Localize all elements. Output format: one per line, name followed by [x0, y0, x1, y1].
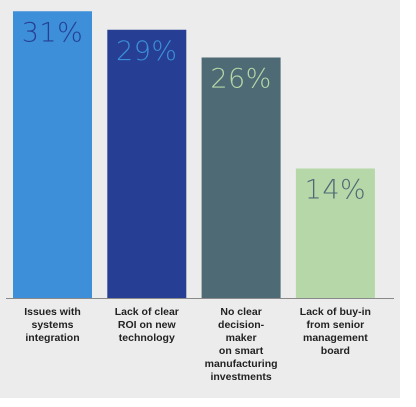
bar: [295, 168, 375, 298]
x-tick-label: No clear decision- maker on smart manufa…: [204, 306, 278, 383]
value-label: 31%: [22, 17, 84, 48]
value-label: 14%: [305, 175, 367, 206]
bar: [201, 57, 281, 298]
x-tick-label: Lack of clear ROI on new technology: [114, 306, 179, 344]
value-label: 29%: [116, 36, 178, 67]
bar: [107, 29, 187, 298]
x-tick-label: Issues with systems integration: [24, 306, 81, 344]
bar: [13, 11, 92, 298]
x-tick-label: Lack of buy-in from senior management bo…: [299, 306, 371, 357]
value-label: 26%: [210, 64, 272, 95]
